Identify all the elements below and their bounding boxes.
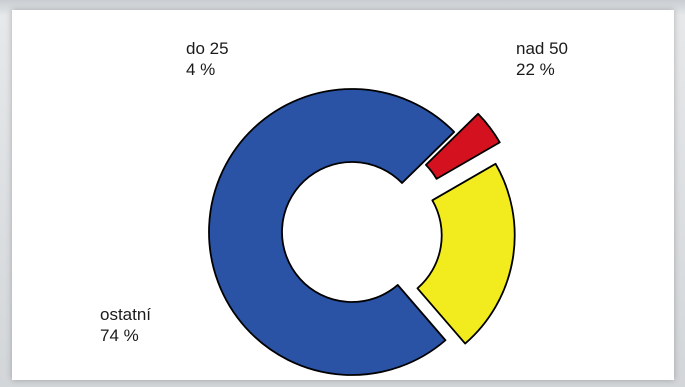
slice-value: 4 % bbox=[186, 60, 216, 79]
slice-name: nad 50 bbox=[516, 39, 568, 58]
slice-label-do-25: do 25 4 % bbox=[186, 38, 229, 80]
slice-value: 74 % bbox=[100, 326, 139, 345]
slice-label-ostatni: ostatní 74 % bbox=[100, 304, 151, 346]
donut-chart bbox=[208, 88, 516, 376]
slice-name: ostatní bbox=[100, 305, 152, 324]
chart-panel: nad 50 22 % ostatní 74 % do 25 4 % bbox=[12, 10, 674, 380]
donut-slice-3 bbox=[425, 112, 501, 180]
slice-value: 22 % bbox=[516, 60, 555, 79]
donut-slice-2 bbox=[208, 88, 456, 376]
donut-slice-1 bbox=[416, 162, 516, 345]
slice-name: do 25 bbox=[186, 39, 229, 58]
slice-label-nad-50: nad 50 22 % bbox=[516, 38, 568, 80]
